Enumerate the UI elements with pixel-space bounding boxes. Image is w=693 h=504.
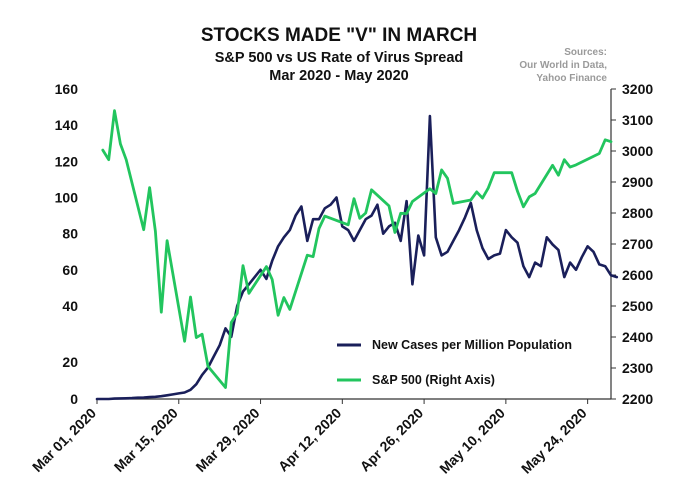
left-tick-label: 60 xyxy=(62,262,78,278)
right-tick-label: 2700 xyxy=(622,236,653,252)
chart-subtitle: S&P 500 vs US Rate of Virus Spread xyxy=(215,50,464,66)
right-tick-label: 2600 xyxy=(622,267,653,283)
left-tick-label: 80 xyxy=(62,226,78,242)
axes: 0 20 40 60 80 100 120 140 160 2200 2300 2400 2500 260… xyxy=(29,81,653,477)
x-tick-label: Mar 01, 2020 xyxy=(29,405,99,475)
left-tick-label: 160 xyxy=(55,81,79,97)
x-tick-label: May 24, 2020 xyxy=(518,405,590,477)
sources-line-2: Our World in Data, xyxy=(519,60,607,71)
right-tick-label: 2900 xyxy=(622,174,653,190)
series-lines xyxy=(95,109,619,401)
series-line-cases xyxy=(95,114,619,401)
right-tick-label: 3200 xyxy=(622,81,653,97)
left-tick-label: 20 xyxy=(62,354,78,370)
legend-label-cases: New Cases per Million Population xyxy=(372,338,572,352)
left-tick-label: 140 xyxy=(55,117,79,133)
left-tick-label: 0 xyxy=(70,391,78,407)
series-line-sp500 xyxy=(101,109,613,389)
right-tick-label: 2500 xyxy=(622,298,653,314)
right-tick-label: 2800 xyxy=(622,205,653,221)
right-tick-label: 2400 xyxy=(622,329,653,345)
x-tick-label: Apr 26, 2020 xyxy=(357,405,427,475)
x-tick-label: Mar 15, 2020 xyxy=(111,405,181,475)
chart-title: STOCKS MADE "V" IN MARCH xyxy=(201,25,477,46)
right-tick-label: 3100 xyxy=(622,112,653,128)
left-tick-label: 100 xyxy=(55,190,79,206)
right-tick-label: 2200 xyxy=(622,391,653,407)
right-tick-label: 2300 xyxy=(622,360,653,376)
left-tick-label: 40 xyxy=(62,298,78,314)
x-tick-label: May 10, 2020 xyxy=(436,405,508,477)
left-tick-label: 120 xyxy=(55,153,79,169)
sources-line-3: Yahoo Finance xyxy=(536,73,607,84)
right-tick-label: 3000 xyxy=(622,143,653,159)
chart-date-range: Mar 2020 - May 2020 xyxy=(269,68,408,84)
x-tick-label: Apr 12, 2020 xyxy=(275,405,345,475)
sources-line-1: Sources: xyxy=(564,47,607,58)
x-tick-label: Mar 29, 2020 xyxy=(192,405,262,475)
legend-label-sp500: S&P 500 (Right Axis) xyxy=(372,373,495,387)
legend: New Cases per Million Population S&P 500… xyxy=(337,338,572,387)
